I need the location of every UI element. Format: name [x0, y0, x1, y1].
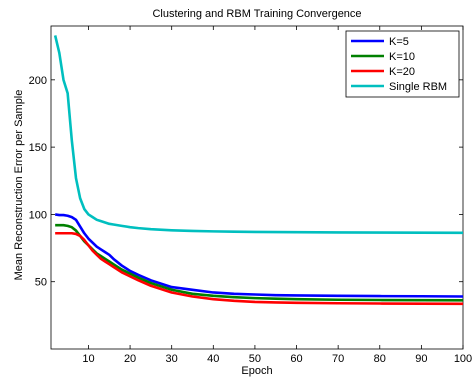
y-axis-label: Mean Reconstruction Error per Sample	[13, 90, 25, 281]
series-line-k-10	[55, 223, 464, 302]
x-tick-label: 70	[332, 353, 344, 365]
y-tick-label: 100	[29, 209, 47, 221]
x-tick-label: 10	[82, 353, 94, 365]
y-tick-label: 150	[29, 142, 47, 154]
legend-label-k-5: K=5	[389, 36, 409, 48]
legend-label-single-rbm: Single RBM	[389, 81, 447, 93]
legend-label-k-20: K=20	[389, 66, 415, 78]
plot-area: 10 20 30 40 50 60 70 80 90 100 50 100 150 200 K=5 K=10 K…	[29, 25, 472, 365]
series-line-single-rbm	[53, 35, 464, 235]
x-tick-label: 20	[124, 353, 136, 365]
x-tick-label: 100	[454, 353, 472, 365]
y-tick-label: 200	[29, 75, 47, 87]
legend-label-k-10: K=10	[389, 51, 415, 63]
x-tick-label: 50	[249, 353, 261, 365]
chart-title: Clustering and RBM Training Convergence	[152, 8, 361, 20]
x-tick-label: 60	[290, 353, 302, 365]
x-tick-label: 90	[415, 353, 427, 365]
series-line-k-5	[54, 213, 464, 298]
y-tick-label: 50	[35, 277, 47, 289]
x-tick-label: 30	[166, 353, 178, 365]
series-line-k-20	[55, 231, 464, 306]
x-tick-label: 40	[207, 353, 219, 365]
x-tick-label: 80	[374, 353, 386, 365]
x-axis-label: Epoch	[241, 365, 272, 377]
